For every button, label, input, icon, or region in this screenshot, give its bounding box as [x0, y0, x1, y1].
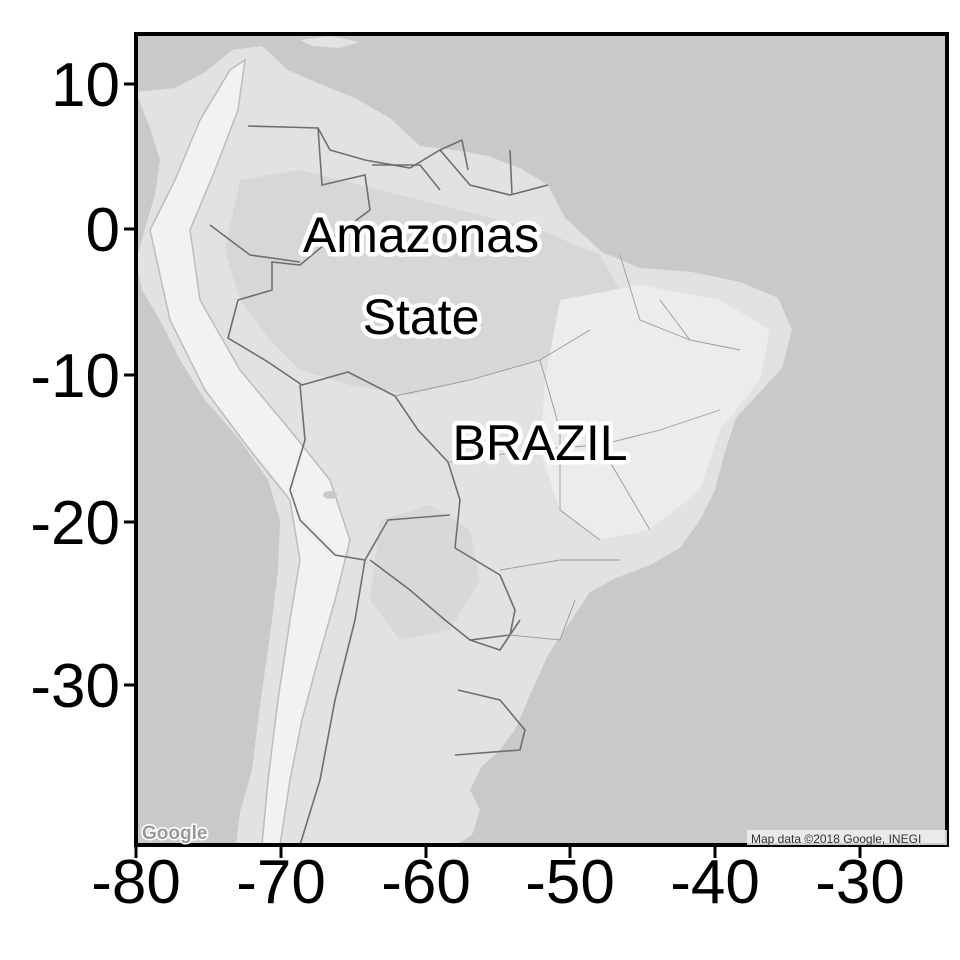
x-tick-label: -80 [91, 848, 181, 917]
x-tick-label: -50 [525, 848, 615, 917]
amazonas-label-line1: Amazonas [303, 207, 539, 263]
y-axis [124, 84, 134, 685]
x-tick-label: -60 [381, 848, 471, 917]
google-logo[interactable]: Google [142, 823, 207, 844]
x-tick-label: -30 [815, 848, 905, 917]
y-tick-label: -10 [30, 342, 120, 411]
y-tick-label: -30 [30, 652, 120, 721]
y-tick-label: 10 [51, 51, 120, 120]
map-attribution[interactable]: Map data ©2018 Google, INEGI [751, 832, 921, 846]
x-tick-label: -40 [670, 848, 760, 917]
lake-titicaca [323, 491, 337, 499]
y-tick-label: 0 [86, 196, 120, 265]
amazonas-label-line2: State [363, 289, 480, 345]
y-tick-label: -20 [30, 489, 120, 558]
brazil-label: BRAZIL [452, 415, 627, 471]
x-tick-label: -70 [236, 848, 326, 917]
